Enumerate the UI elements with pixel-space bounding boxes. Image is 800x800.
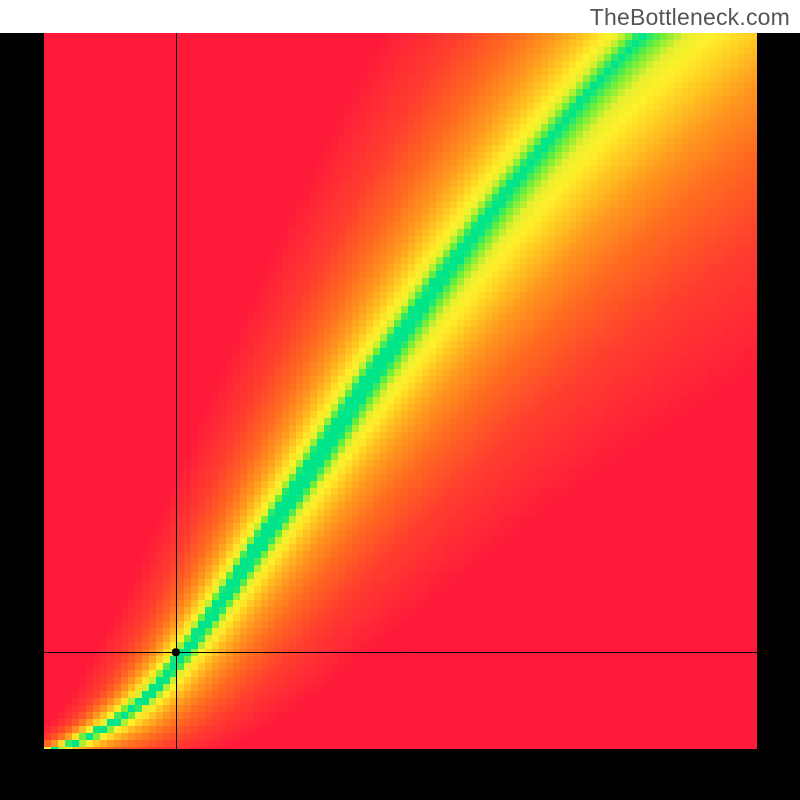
bottleneck-heatmap xyxy=(0,0,800,800)
chart-container: TheBottleneck.com xyxy=(0,0,800,800)
watermark-text: TheBottleneck.com xyxy=(590,4,790,31)
